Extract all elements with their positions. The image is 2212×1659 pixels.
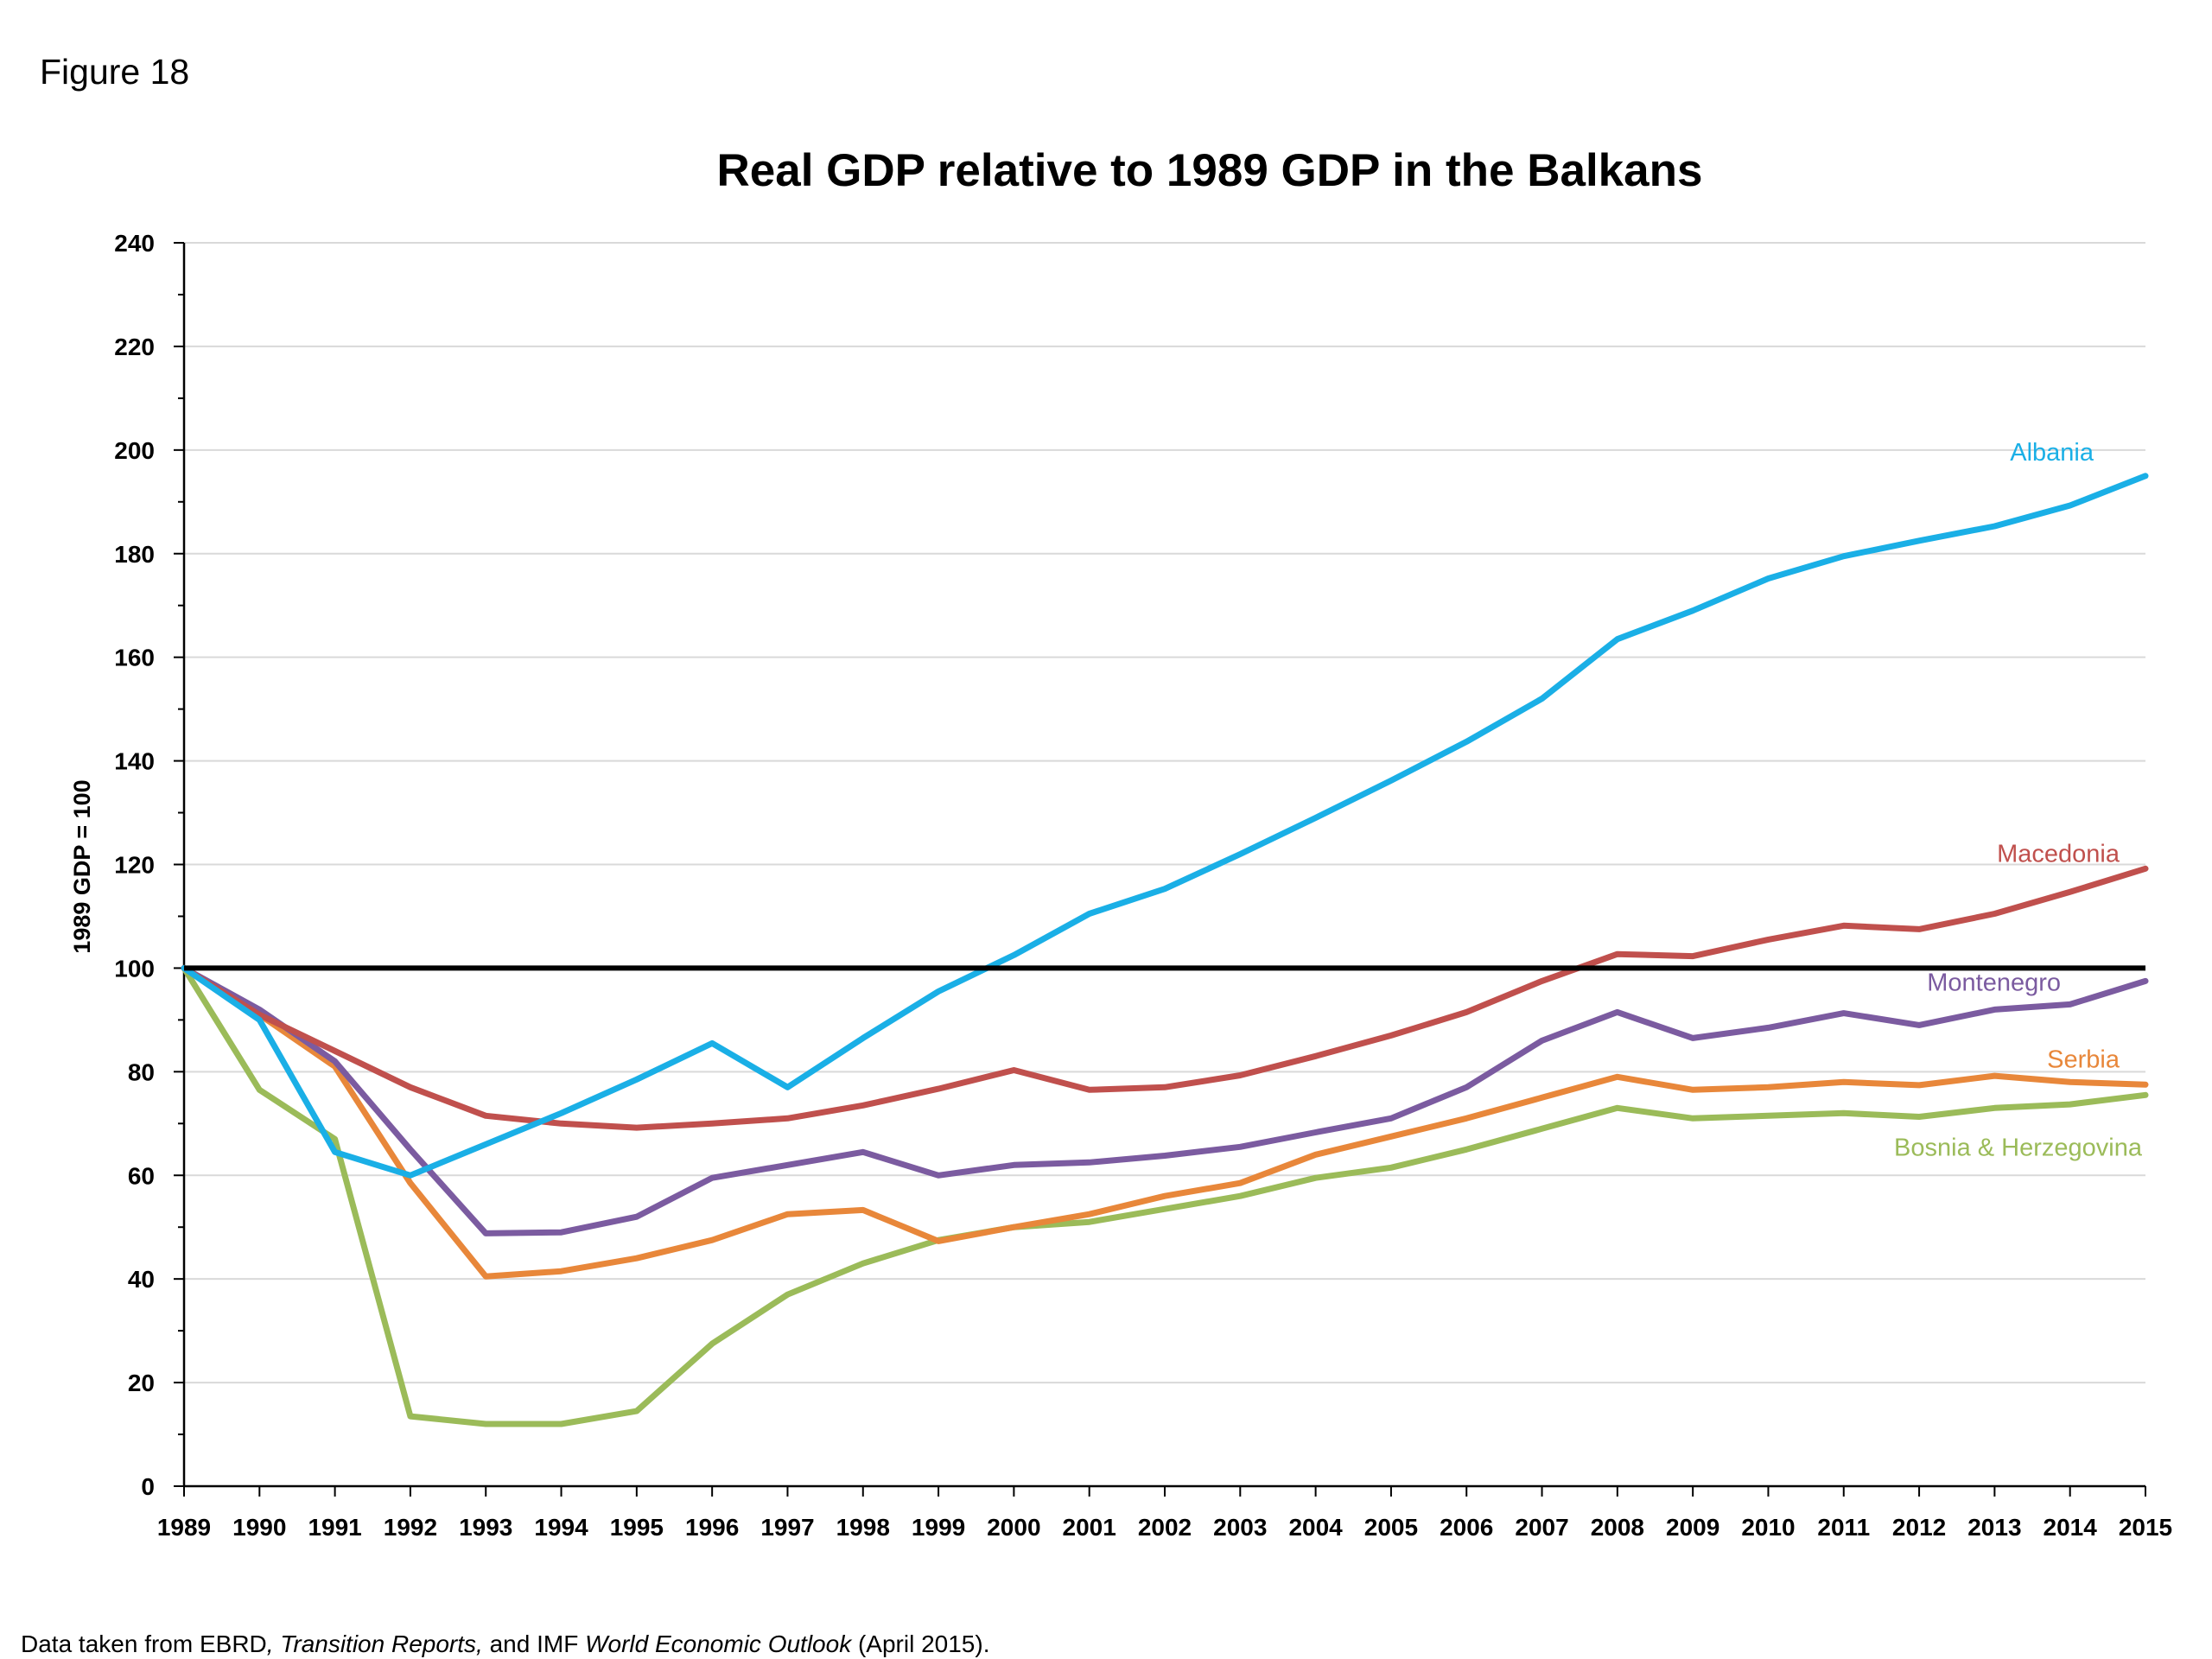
series-label-serbia: Serbia: [2047, 1046, 2120, 1073]
y-tick-label-40: 40: [128, 1266, 155, 1293]
series-lines: [181, 473, 2149, 1427]
axes: 0 20 40 60 80 100 120 140 160 180 200 220 240 1989 199…: [114, 230, 2172, 1541]
series-label-bosnia-herzegovina: Bosnia & Herzegovina: [1894, 1134, 2143, 1161]
figure-label: Figure 18: [40, 52, 190, 92]
x-tick-label-2010: 2010: [1741, 1514, 1795, 1541]
x-tick-label-2013: 2013: [1967, 1514, 2021, 1541]
y-tick-label-140: 140: [114, 748, 155, 775]
source-note-part-4: World Economic Outlook: [585, 1630, 852, 1657]
x-tick-label-1997: 1997: [760, 1514, 814, 1541]
source-note-part-2: , Transition Reports,: [266, 1630, 483, 1657]
y-tick-label-180: 180: [114, 541, 155, 568]
series-label-albania: Albania: [2010, 439, 2094, 467]
x-tick-label-2001: 2001: [1063, 1514, 1116, 1541]
y-tick-label-200: 200: [114, 437, 155, 464]
series-labels: Bosnia & Herzegovina Serbia Montenegro Mace…: [1894, 439, 2143, 1162]
y-tick-label-100: 100: [114, 955, 155, 982]
x-tick-label-1995: 1995: [610, 1514, 664, 1541]
source-note-part-3: and IMF: [482, 1630, 586, 1657]
x-tick-label-1992: 1992: [384, 1514, 437, 1541]
x-tick-label-2005: 2005: [1364, 1514, 1418, 1541]
x-tick-label-2006: 2006: [1440, 1514, 1493, 1541]
y-tick-label-120: 120: [114, 852, 155, 879]
series-label-macedonia: Macedonia: [1997, 840, 2120, 868]
series-label-montenegro: Montenegro: [1927, 969, 2061, 996]
x-tick-label-2007: 2007: [1515, 1514, 1568, 1541]
x-tick-label-2009: 2009: [1666, 1514, 1719, 1541]
x-tick-label-1991: 1991: [308, 1514, 361, 1541]
x-tick-label-2002: 2002: [1138, 1514, 1192, 1541]
series-line-serbia: [181, 964, 2149, 1280]
series-line-bosnia-herzegovina: [181, 964, 2149, 1427]
x-tick-label-2004: 2004: [1288, 1514, 1343, 1541]
y-tick-label-20: 20: [128, 1370, 155, 1396]
x-tick-label-2003: 2003: [1213, 1514, 1267, 1541]
x-tick-label-1993: 1993: [459, 1514, 512, 1541]
x-tick-label-2011: 2011: [1817, 1514, 1870, 1541]
x-tick-label-2014: 2014: [2044, 1514, 2098, 1541]
series-line-macedonia: [181, 865, 2149, 1131]
x-tick-label-2015: 2015: [2119, 1514, 2172, 1541]
source-note-part-5: (April 2015).: [851, 1630, 990, 1657]
source-note-part-1: Data taken from EBRD: [21, 1630, 267, 1657]
y-tick-label-80: 80: [128, 1058, 155, 1085]
x-tick-label-1999: 1999: [912, 1514, 965, 1541]
gridlines: [184, 242, 2145, 1384]
x-tick-label-1989: 1989: [157, 1514, 211, 1541]
source-note: Data taken from EBRD, Transition Reports…: [21, 1630, 989, 1658]
x-tick-label-2000: 2000: [987, 1514, 1040, 1541]
y-tick-label-160: 160: [114, 645, 155, 671]
y-tick-label-0: 0: [141, 1473, 155, 1500]
y-axis-title: 1989 GDP = 100: [69, 779, 95, 953]
chart-title: Real GDP relative to 1989 GDP in the Bal…: [717, 145, 1703, 196]
x-tick-label-1990: 1990: [232, 1514, 286, 1541]
x-tick-label-1998: 1998: [836, 1514, 890, 1541]
x-tick-label-1996: 1996: [685, 1514, 739, 1541]
series-line-albania: [181, 473, 2149, 1179]
x-tick-label-1994: 1994: [534, 1514, 588, 1541]
x-tick-label-2012: 2012: [1892, 1514, 1946, 1541]
series-line-montenegro: [181, 964, 2149, 1236]
y-tick-label-220: 220: [114, 334, 155, 360]
x-tick-label-2008: 2008: [1591, 1514, 1644, 1541]
y-tick-label-240: 240: [114, 230, 155, 257]
y-tick-label-60: 60: [128, 1162, 155, 1189]
